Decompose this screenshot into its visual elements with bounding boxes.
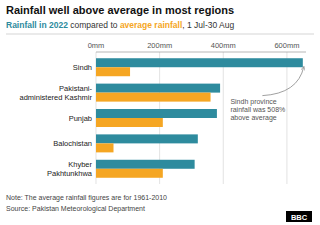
- category-label: Punjab: [69, 114, 92, 123]
- annotation-line: above average: [230, 114, 276, 122]
- credit: BBC: [291, 213, 308, 222]
- note: Note: The average rainfall figures are f…: [6, 194, 167, 202]
- category-label: Balochistan: [53, 139, 92, 148]
- annotation-line: rainfall was 508%: [230, 106, 285, 113]
- annotation-arrow: [262, 67, 303, 96]
- category-label-line: Pakhtunkhwa: [47, 169, 93, 178]
- separator: [6, 34, 314, 35]
- category-label-line: Pakistani-: [59, 84, 92, 93]
- tick-label: 0mm: [88, 41, 105, 50]
- bar: [96, 67, 130, 76]
- annotation-line: Sindh province: [230, 98, 276, 106]
- bar: [96, 143, 114, 152]
- grid: [96, 52, 287, 184]
- bar: [96, 93, 211, 102]
- subtitle: Rainfall in 2022 compared to average rai…: [6, 20, 235, 30]
- bar: [96, 169, 163, 178]
- tick-label: 400mm: [211, 41, 236, 50]
- legend-entry: average rainfall: [120, 20, 182, 30]
- tick-label: 200mm: [147, 41, 172, 50]
- category-label-line: Balochistan: [53, 139, 92, 148]
- category-label-line: Punjab: [69, 114, 92, 123]
- legend-entry: Rainfall in 2022: [6, 20, 68, 30]
- axis-line: [96, 52, 306, 53]
- category-label: Pakistani-administered Kashmir: [19, 84, 92, 102]
- bar: [96, 84, 220, 93]
- grid-line: [223, 52, 224, 184]
- bar: [96, 118, 163, 127]
- subtitle-text: , 1 Jul-30 Aug: [182, 20, 234, 30]
- bars: [96, 58, 303, 178]
- chart: Rainfall well above average in most regi…: [0, 0, 320, 225]
- source: Source: Pakistan Meteorological Departme…: [6, 205, 145, 213]
- annotation: Sindh provincerainfall was 508%above ave…: [230, 98, 285, 122]
- grid-line: [286, 52, 287, 184]
- bar: [96, 160, 195, 169]
- bar: [96, 134, 198, 143]
- bar: [96, 58, 303, 67]
- category-label-line: Sindh: [73, 63, 92, 72]
- credit-box: [286, 211, 312, 222]
- category-label: Sindh: [73, 63, 92, 72]
- category-label-line: administered Kashmir: [19, 93, 92, 102]
- title: Rainfall well above average in most regi…: [6, 4, 234, 16]
- category-label: KhyberPakhtunkhwa: [47, 160, 93, 178]
- tick-label: 600mm: [274, 41, 299, 50]
- subtitle-text: compared to: [68, 20, 120, 30]
- bar: [96, 109, 217, 118]
- category-label-line: Khyber: [68, 160, 92, 169]
